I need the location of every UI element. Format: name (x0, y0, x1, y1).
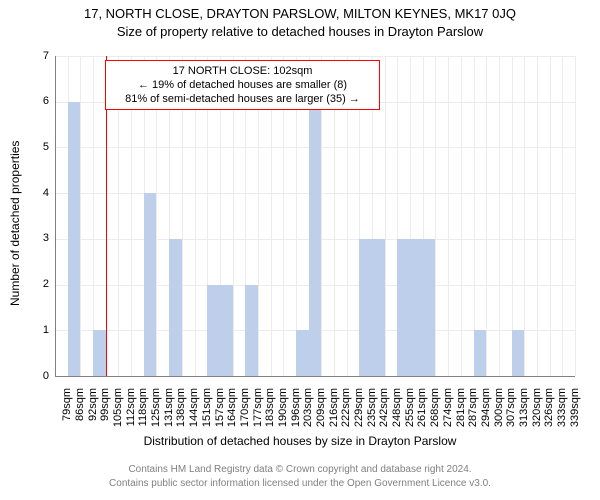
x-tick-label: 125sqm (150, 388, 162, 438)
gridline-v (575, 56, 576, 376)
x-tick-label: 216sqm (328, 388, 340, 438)
x-tick-label: 131sqm (163, 388, 175, 438)
bar (474, 330, 487, 376)
x-tick-label: 86sqm (74, 388, 86, 438)
y-tick-label: 0 (27, 370, 49, 382)
annotation-line: 17 NORTH CLOSE: 102sqm (109, 64, 376, 78)
x-tick-label: 157sqm (214, 388, 226, 438)
gridline-v (486, 56, 487, 376)
gridline-v (524, 56, 525, 376)
gridline-v (499, 56, 500, 376)
plot-area: 0123456779sqm86sqm92sqm99sqm105sqm112sqm… (55, 56, 575, 376)
annotation-line: ← 19% of detached houses are smaller (8) (109, 78, 376, 92)
x-tick-label: 151sqm (201, 388, 213, 438)
x-tick-label: 333sqm (556, 388, 568, 438)
bar (220, 285, 233, 376)
x-tick-label: 274sqm (442, 388, 454, 438)
gridline-h (55, 56, 575, 57)
y-tick-label: 4 (27, 187, 49, 199)
y-tick-label: 2 (27, 278, 49, 290)
x-tick-label: 287sqm (467, 388, 479, 438)
footer-line1: Contains HM Land Registry data © Crown c… (0, 464, 600, 475)
x-tick-label: 144sqm (188, 388, 200, 438)
bar (372, 239, 385, 376)
x-tick-label: 307sqm (505, 388, 517, 438)
bar (169, 239, 182, 376)
bar (144, 193, 157, 376)
gridline-v (385, 56, 386, 376)
y-tick-label: 6 (27, 95, 49, 107)
x-tick-label: 79sqm (61, 388, 73, 438)
x-tick-label: 300sqm (493, 388, 505, 438)
x-tick-label: 209sqm (315, 388, 327, 438)
x-tick-label: 112sqm (125, 388, 137, 438)
y-tick-label: 3 (27, 232, 49, 244)
bar (309, 102, 322, 376)
gridline-v (80, 56, 81, 376)
gridline-v (448, 56, 449, 376)
x-tick-label: 190sqm (277, 388, 289, 438)
x-tick-label: 242sqm (378, 388, 390, 438)
x-tick-label: 326sqm (543, 388, 555, 438)
x-axis-caption: Distribution of detached houses by size … (0, 434, 600, 448)
x-tick-label: 92sqm (87, 388, 99, 438)
x-axis-line (55, 376, 575, 377)
y-tick-label: 7 (27, 50, 49, 62)
x-tick-label: 229sqm (353, 388, 365, 438)
footer-line2: Contains public sector information licen… (0, 478, 600, 489)
bar (93, 330, 106, 376)
x-tick-label: 222sqm (340, 388, 352, 438)
bar (207, 285, 220, 376)
bar (245, 285, 258, 376)
x-tick-label: 118sqm (137, 388, 149, 438)
x-tick-label: 248sqm (391, 388, 403, 438)
gridline-v (550, 56, 551, 376)
x-tick-label: 138sqm (175, 388, 187, 438)
annotation-line: 81% of semi-detached houses are larger (… (109, 92, 376, 106)
bar (423, 239, 436, 376)
annotation-box: 17 NORTH CLOSE: 102sqm← 19% of detached … (105, 60, 380, 110)
bar (296, 330, 309, 376)
x-tick-label: 203sqm (302, 388, 314, 438)
chart-title-line2: Size of property relative to detached ho… (0, 24, 600, 39)
bar (512, 330, 525, 376)
chart-container: 17, NORTH CLOSE, DRAYTON PARSLOW, MILTON… (0, 0, 600, 500)
x-tick-label: 235sqm (366, 388, 378, 438)
bar (397, 239, 410, 376)
y-axis-label: Number of detached properties (8, 141, 22, 306)
x-tick-label: 164sqm (226, 388, 238, 438)
x-tick-label: 99sqm (99, 388, 111, 438)
gridline-v (537, 56, 538, 376)
bar (359, 239, 372, 376)
chart-title-line1: 17, NORTH CLOSE, DRAYTON PARSLOW, MILTON… (0, 6, 600, 21)
gridline-v (93, 56, 94, 376)
x-tick-label: 281sqm (455, 388, 467, 438)
x-tick-label: 313sqm (518, 388, 530, 438)
y-tick-label: 5 (27, 141, 49, 153)
gridline-v (435, 56, 436, 376)
gridline-v (512, 56, 513, 376)
x-tick-label: 339sqm (569, 388, 581, 438)
bar (68, 102, 81, 376)
y-axis-line (55, 56, 56, 376)
bar (410, 239, 423, 376)
y-tick-label: 1 (27, 324, 49, 336)
gridline-v (562, 56, 563, 376)
x-tick-label: 268sqm (429, 388, 441, 438)
x-tick-label: 196sqm (290, 388, 302, 438)
x-tick-label: 105sqm (112, 388, 124, 438)
x-tick-label: 255sqm (404, 388, 416, 438)
x-tick-label: 183sqm (264, 388, 276, 438)
x-tick-label: 320sqm (531, 388, 543, 438)
gridline-v (461, 56, 462, 376)
x-tick-label: 177sqm (252, 388, 264, 438)
x-tick-label: 261sqm (416, 388, 428, 438)
x-tick-label: 294sqm (480, 388, 492, 438)
x-tick-label: 170sqm (239, 388, 251, 438)
gridline-v (474, 56, 475, 376)
